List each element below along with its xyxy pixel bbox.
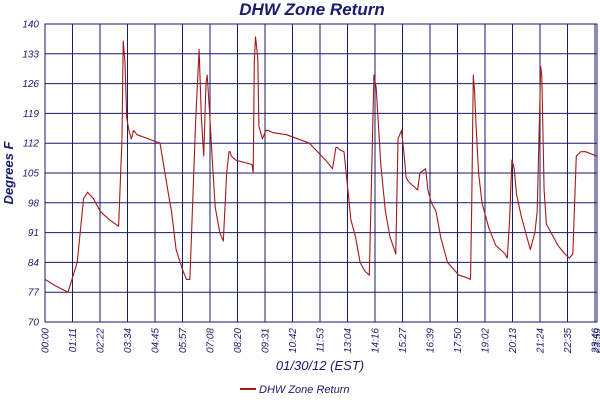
x-tick-label: 19:02 bbox=[481, 328, 492, 353]
y-tick-label: 140 bbox=[22, 20, 39, 31]
x-tick-label: 15:27 bbox=[398, 328, 409, 353]
y-tick-label: 112 bbox=[23, 139, 39, 150]
x-tick-label: 14:16 bbox=[371, 328, 382, 353]
x-tick-label: 23:46 bbox=[591, 328, 600, 354]
y-tick-label: 84 bbox=[28, 258, 40, 269]
y-tick-label: 91 bbox=[28, 228, 39, 239]
x-tick-label: 11:53 bbox=[316, 328, 327, 353]
x-tick-label: 21:24 bbox=[536, 328, 547, 354]
x-tick-label: 08:20 bbox=[233, 328, 244, 353]
y-tick-label: 77 bbox=[28, 288, 40, 299]
y-tick-label: 126 bbox=[22, 79, 39, 90]
x-axis-label: 01/30/12 (EST) bbox=[276, 358, 364, 373]
y-tick-labels: 70 77 84 91 98 105 112 119 126 133 140 bbox=[22, 20, 39, 329]
x-tick-label: 23:59 bbox=[593, 328, 600, 354]
x-tick-label: 16:39 bbox=[426, 328, 437, 353]
x-tick-labels: 00:00 01:11 02:22 03:34 04:45 05:57 07:08 08:20… bbox=[41, 328, 600, 354]
legend: DHW Zone Return bbox=[240, 384, 349, 396]
y-tick-label: 70 bbox=[28, 318, 40, 329]
y-tick-label: 98 bbox=[28, 198, 40, 209]
x-tick-label: 01:11 bbox=[68, 328, 79, 352]
y-tick-label: 105 bbox=[22, 169, 39, 180]
y-axis-label: Degrees F bbox=[1, 141, 16, 205]
x-tick-label: 10:42 bbox=[288, 328, 299, 353]
chart-title: DHW Zone Return bbox=[239, 0, 384, 19]
x-tick-label: 03:34 bbox=[123, 328, 134, 353]
x-tick-label: 17:50 bbox=[453, 328, 464, 353]
x-tick-label: 04:45 bbox=[151, 328, 162, 353]
x-tick-label: 02:22 bbox=[96, 328, 107, 353]
x-tick-label: 22:35 bbox=[563, 328, 574, 354]
x-tick-label: 07:08 bbox=[206, 328, 217, 353]
x-tick-label: 00:00 bbox=[41, 328, 52, 353]
plot-area-border bbox=[44, 23, 598, 323]
x-tick-label: 09:31 bbox=[261, 328, 272, 353]
x-tick-label: 05:57 bbox=[178, 328, 189, 353]
y-tick-label: 133 bbox=[22, 49, 39, 60]
x-tick-label: 13:04 bbox=[343, 328, 354, 353]
legend-label: DHW Zone Return bbox=[259, 384, 349, 396]
series-line-dhw-zone-return bbox=[44, 36, 597, 293]
x-tick-label: 20:13 bbox=[508, 328, 519, 354]
y-tick-label: 119 bbox=[23, 109, 39, 120]
